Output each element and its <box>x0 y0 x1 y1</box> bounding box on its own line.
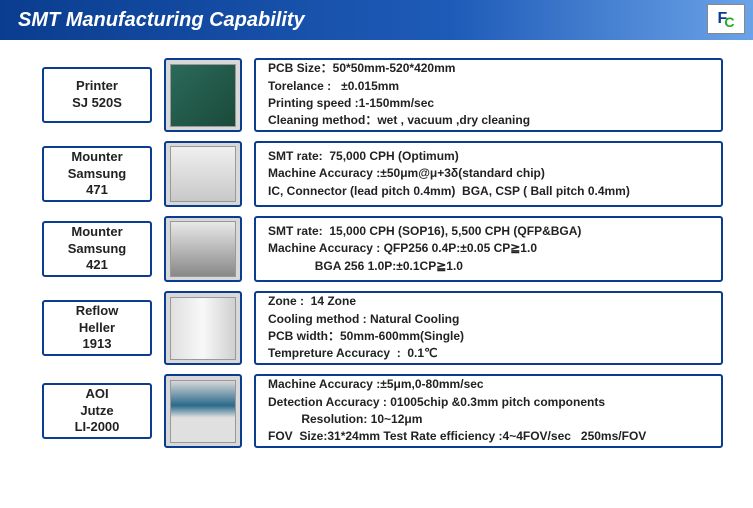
logo-c: C <box>724 14 734 30</box>
equipment-row: AOI Jutze LI-2000 Machine Accuracy :±5μm… <box>42 374 723 448</box>
label-line: SJ 520S <box>72 95 122 112</box>
equipment-label: Reflow Heller 1913 <box>42 300 152 356</box>
spec-line: SMT rate: 15,000 CPH (SOP16), 5,500 CPH … <box>268 223 709 240</box>
label-line: Samsung <box>68 241 127 258</box>
label-line: 471 <box>86 182 108 199</box>
image-placeholder <box>170 297 237 360</box>
label-line: Mounter <box>71 149 122 166</box>
logo: F C <box>707 4 745 34</box>
spec-line: Machine Accuracy :±5μm,0-80mm/sec <box>268 376 709 393</box>
label-line: Samsung <box>68 166 127 183</box>
equipment-image <box>164 141 242 207</box>
spec-line: Zone : 14 Zone <box>268 293 709 310</box>
equipment-row: Printer SJ 520S PCB Size：50*50mm-520*420… <box>42 58 723 132</box>
label-line: Reflow <box>76 303 119 320</box>
spec-line: PCB width：50mm-600mm(Single) <box>268 328 709 345</box>
equipment-label: AOI Jutze LI-2000 <box>42 383 152 439</box>
spec-line: Cooling method : Natural Cooling <box>268 311 709 328</box>
label-line: AOI <box>85 386 108 403</box>
spec-line: PCB Size：50*50mm-520*420mm <box>268 60 709 77</box>
spec-line: Machine Accuracy : QFP256 0.4P:±0.05 CP≧… <box>268 240 709 257</box>
equipment-row: Mounter Samsung 421 SMT rate: 15,000 CPH… <box>42 216 723 282</box>
equipment-label: Mounter Samsung 471 <box>42 146 152 202</box>
equipment-image <box>164 291 242 365</box>
spec-line: Detection Accuracy : 01005chip &0.3mm pi… <box>268 394 709 411</box>
spec-line: BGA 256 1.0P:±0.1CP≧1.0 <box>268 258 709 275</box>
spec-line: Resolution: 10~12μm <box>268 411 709 428</box>
equipment-image <box>164 58 242 132</box>
spec-line: Torelance : ±0.015mm <box>268 78 709 95</box>
equipment-specs: SMT rate: 75,000 CPH (Optimum) Machine A… <box>254 141 723 207</box>
label-line: LI-2000 <box>75 419 120 436</box>
equipment-row: Reflow Heller 1913 Zone : 14 Zone Coolin… <box>42 291 723 365</box>
slide-header: SMT Manufacturing Capability F C <box>0 0 753 40</box>
image-placeholder <box>170 221 237 277</box>
spec-line: Cleaning method：wet , vacuum ,dry cleani… <box>268 112 709 129</box>
equipment-specs: PCB Size：50*50mm-520*420mm Torelance : ±… <box>254 58 723 132</box>
label-line: Jutze <box>80 403 113 420</box>
equipment-image <box>164 374 242 448</box>
equipment-specs: Machine Accuracy :±5μm,0-80mm/sec Detect… <box>254 374 723 448</box>
label-line: Heller <box>79 320 115 337</box>
equipment-row: Mounter Samsung 471 SMT rate: 75,000 CPH… <box>42 141 723 207</box>
label-line: Printer <box>76 78 118 95</box>
equipment-specs: Zone : 14 Zone Cooling method : Natural … <box>254 291 723 365</box>
spec-line: Printing speed :1-150mm/sec <box>268 95 709 112</box>
label-line: 421 <box>86 257 108 274</box>
label-line: Mounter <box>71 224 122 241</box>
image-placeholder <box>170 380 237 443</box>
spec-line: Tempreture Accuracy : 0.1℃ <box>268 345 709 362</box>
image-placeholder <box>170 64 237 127</box>
label-line: 1913 <box>83 336 112 353</box>
equipment-label: Mounter Samsung 421 <box>42 221 152 277</box>
equipment-specs: SMT rate: 15,000 CPH (SOP16), 5,500 CPH … <box>254 216 723 282</box>
image-placeholder <box>170 146 237 202</box>
equipment-image <box>164 216 242 282</box>
equipment-label: Printer SJ 520S <box>42 67 152 123</box>
slide-title: SMT Manufacturing Capability <box>18 9 305 32</box>
spec-line: Machine Accuracy :±50μm@μ+3δ(standard ch… <box>268 165 709 182</box>
spec-line: SMT rate: 75,000 CPH (Optimum) <box>268 148 709 165</box>
spec-line: FOV Size:31*24mm Test Rate efficiency :4… <box>268 428 709 445</box>
content-area: Printer SJ 520S PCB Size：50*50mm-520*420… <box>0 40 753 465</box>
spec-line: IC, Connector (lead pitch 0.4mm) BGA, CS… <box>268 183 709 200</box>
